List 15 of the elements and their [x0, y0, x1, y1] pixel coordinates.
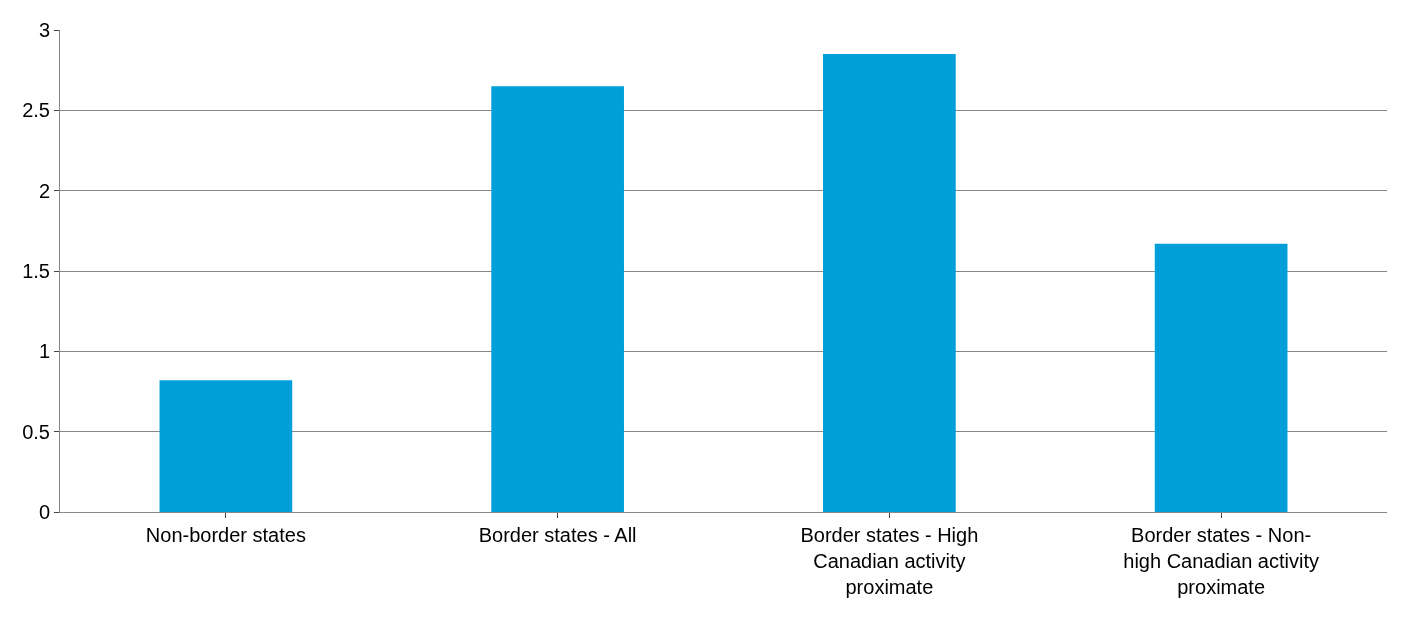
y-tick-label: 1: [38, 340, 50, 363]
x-tick-label: Non-border states: [145, 524, 306, 546]
bar: [159, 380, 293, 512]
y-tick-label: 2.5: [22, 99, 50, 122]
y-tick-label: 0.5: [22, 420, 50, 443]
bar: [1154, 243, 1288, 512]
bar: [823, 54, 956, 512]
x-tick-label: Border states - High Canadian activity proximate: [800, 524, 979, 598]
x-tick-label: Border states - Non-high Canadian activity proximate: [1123, 524, 1319, 598]
y-tick-label: 0: [38, 501, 50, 523]
x-tick-label: Border states - All: [478, 524, 637, 546]
y-tick-label: 1.5: [22, 260, 50, 282]
bar: [491, 86, 624, 512]
y-tick-label: 3: [38, 19, 50, 41]
y-tick-label: 2: [38, 179, 50, 202]
